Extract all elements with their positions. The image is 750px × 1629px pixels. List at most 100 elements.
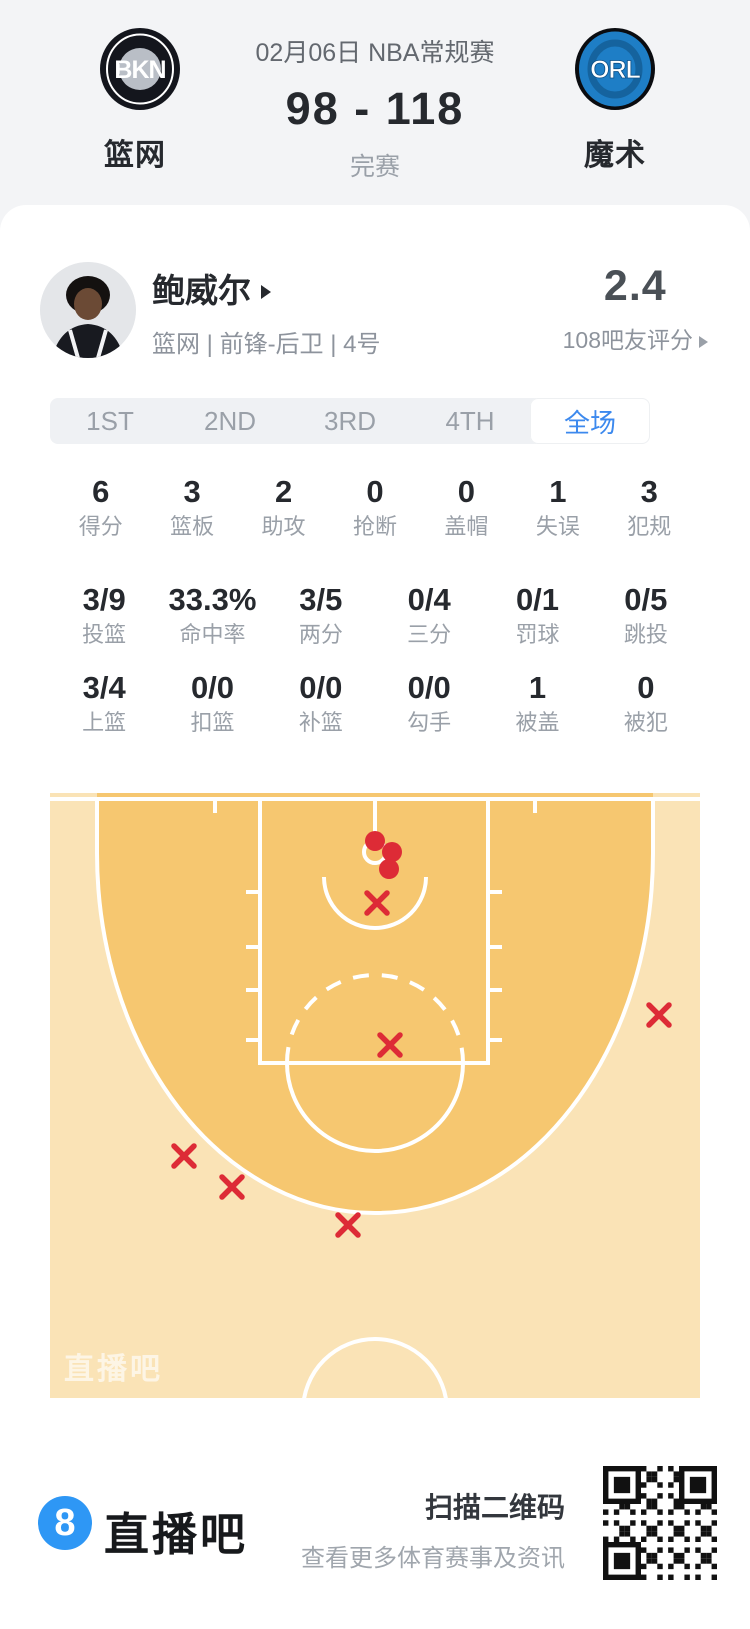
stat-cell: 3 犯规 xyxy=(604,474,695,544)
stat-cell: 1 被盖 xyxy=(483,670,591,740)
stat-value: 6 xyxy=(92,474,110,509)
match-status: 完赛 xyxy=(349,153,400,181)
stat-cell: 3/9 投篮 xyxy=(50,582,158,652)
rating-note-label: 108吧友评分 xyxy=(562,327,693,353)
shot-chart-court: 直播吧 xyxy=(50,793,700,1485)
player-meta: 篮网 | 前锋-后卫 | 4号 xyxy=(152,331,381,358)
stat-cell: 0 被犯 xyxy=(592,670,700,740)
stat-label: 篮板 xyxy=(170,514,215,539)
stat-label: 被犯 xyxy=(623,710,668,735)
tab-1st[interactable]: 1ST xyxy=(86,405,134,436)
stat-cell: 3 篮板 xyxy=(146,474,237,544)
qr-title: 扫描二维码 xyxy=(424,1492,565,1523)
stat-cell: 0 盖帽 xyxy=(421,474,512,544)
stat-label: 投篮 xyxy=(82,622,127,647)
player-avatar[interactable] xyxy=(40,262,136,358)
stat-value: 3 xyxy=(640,474,658,509)
stat-value: 3/9 xyxy=(82,582,126,617)
missed-shot-marker xyxy=(364,890,390,916)
stats-row-shot-types: 3/4 上篮 0/0 扣篮 0/0 补篮 0/0 勾手 1 被盖 0 被犯 xyxy=(50,670,700,740)
tab-2nd[interactable]: 2ND xyxy=(203,405,256,436)
stat-cell: 0/0 补篮 xyxy=(267,670,375,740)
player-name: 鲍威尔 xyxy=(152,272,251,309)
scoreboard: BKN 篮网 02月06日 NBA常规赛 98 - 118 完赛 ORL 魔术 xyxy=(0,0,750,205)
stat-value: 3/4 xyxy=(82,670,126,705)
stat-cell: 0/5 跳投 xyxy=(592,582,700,652)
tab-全场[interactable]: 全场 xyxy=(530,398,650,444)
stat-value: 0 xyxy=(366,474,384,509)
player-rating-value: 2.4 xyxy=(603,262,667,310)
court-inside-area xyxy=(97,793,653,1213)
stat-cell: 1 失误 xyxy=(512,474,603,544)
stat-value: 2 xyxy=(274,474,293,509)
made-shot-marker xyxy=(365,831,385,851)
missed-shot-marker xyxy=(171,1143,197,1169)
stat-label: 抢断 xyxy=(352,514,397,539)
missed-shot-marker xyxy=(377,1032,403,1058)
player-name-row[interactable]: 鲍威尔 xyxy=(152,264,271,312)
tab-3rd[interactable]: 3RD xyxy=(323,405,376,436)
stat-cell: 3/5 两分 xyxy=(267,582,375,652)
stat-label: 命中率 xyxy=(179,622,246,647)
stat-value: 33.3% xyxy=(168,582,257,617)
svg-text:BKN: BKN xyxy=(114,56,165,84)
svg-text:ORL: ORL xyxy=(590,56,641,84)
footer-brand-text: 直播吧 xyxy=(104,1509,249,1560)
away-team-name: 魔术 xyxy=(584,139,646,172)
chevron-right-icon xyxy=(699,336,708,348)
shot-markers xyxy=(171,831,672,1238)
quarter-tabbar: 1ST 2ND 3RD 4TH 全场 xyxy=(50,398,650,444)
stat-label: 勾手 xyxy=(407,710,452,735)
stat-label: 上篮 xyxy=(82,710,127,735)
stat-value: 1 xyxy=(549,474,567,509)
stat-value: 0/4 xyxy=(407,582,451,617)
stat-cell: 2 助攻 xyxy=(238,474,329,544)
player-rating-block[interactable]: 2.4 108吧友评分 xyxy=(563,262,708,355)
stat-value: 0/0 xyxy=(407,670,451,705)
expand-caret-icon xyxy=(261,285,271,299)
missed-shot-marker xyxy=(335,1212,361,1238)
stat-cell: 6 得分 xyxy=(55,474,146,544)
stat-value: 1 xyxy=(528,670,547,705)
made-shot-marker xyxy=(382,842,402,862)
stat-cell: 0/0 扣篮 xyxy=(158,670,266,740)
match-date-competition: 02月06日 NBA常规赛 xyxy=(255,39,495,67)
stat-label: 被盖 xyxy=(515,710,560,735)
stat-label: 两分 xyxy=(298,622,343,647)
stat-label: 犯规 xyxy=(627,514,672,539)
stat-label: 跳投 xyxy=(623,622,668,647)
stat-label: 罚球 xyxy=(515,622,560,647)
orl-team-logo: ORL xyxy=(575,28,655,110)
missed-shot-marker xyxy=(646,1002,672,1028)
stats-row-shooting: 3/9 投篮 33.3% 命中率 3/5 两分 0/4 三分 0/1 罚球 0/5 跳投 xyxy=(50,582,700,652)
stat-value: 0/5 xyxy=(624,582,668,617)
stat-label: 盖帽 xyxy=(444,514,489,539)
tab-4th[interactable]: 4TH xyxy=(445,405,495,436)
bkn-team-logo: BKN xyxy=(100,28,180,110)
stat-cell: 0/4 三分 xyxy=(375,582,483,652)
stat-cell: 0/1 罚球 xyxy=(483,582,591,652)
qr-code xyxy=(603,1466,717,1580)
stat-label: 扣篮 xyxy=(190,710,235,735)
stat-value: 3/5 xyxy=(299,582,343,617)
stat-value: 0 xyxy=(457,474,476,509)
court-watermark: 直播吧 xyxy=(64,1353,163,1386)
match-score: 98 - 118 xyxy=(285,83,465,134)
stat-label: 三分 xyxy=(407,622,452,647)
stat-cell: 0 抢断 xyxy=(329,474,420,544)
stat-cell: 33.3% 命中率 xyxy=(158,582,266,652)
home-team-name: 篮网 xyxy=(104,139,166,172)
footer-qr-text: 扫描二维码 查看更多体育赛事及资讯 xyxy=(301,1486,565,1573)
stat-cell: 0/0 勾手 xyxy=(375,670,483,740)
stat-label: 补篮 xyxy=(298,710,343,735)
stat-value: 0/0 xyxy=(190,670,235,705)
qr-subtitle: 查看更多体育赛事及资讯 xyxy=(301,1545,565,1572)
stat-label: 失误 xyxy=(535,514,580,539)
stat-value: 0 xyxy=(637,670,655,705)
stat-cell: 3/4 上篮 xyxy=(50,670,158,740)
stat-label: 得分 xyxy=(78,514,123,539)
stat-value: 0/0 xyxy=(299,670,343,705)
zhibo8-logo: 8 xyxy=(38,1496,92,1550)
missed-shot-marker xyxy=(219,1174,245,1200)
stat-value: 0/1 xyxy=(515,582,560,617)
